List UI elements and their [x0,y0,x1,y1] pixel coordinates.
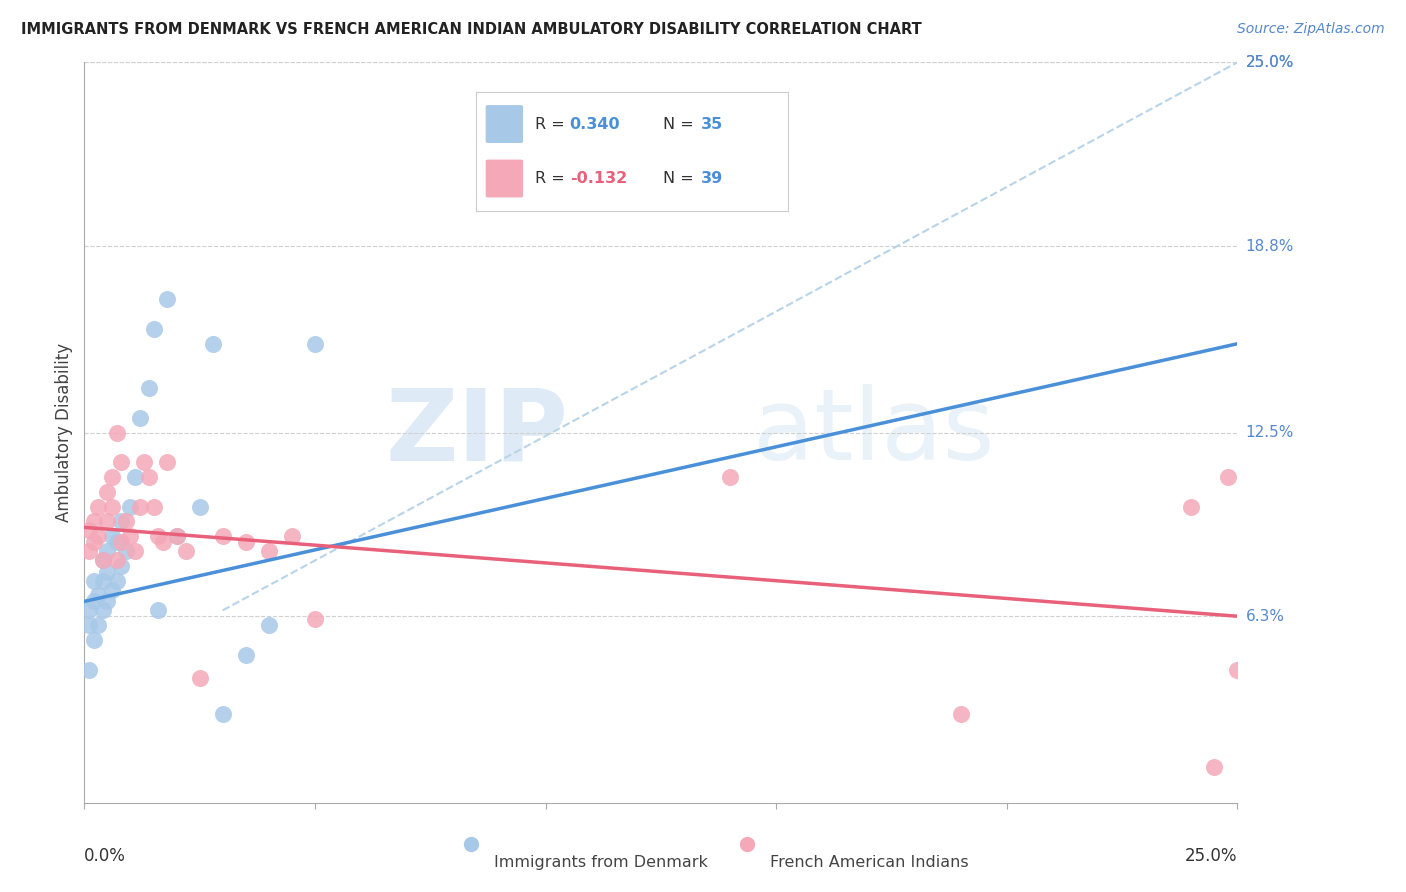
Point [110,535,132,549]
Text: 0.0%: 0.0% [84,847,127,865]
Point [174,544,197,558]
Point [718,470,741,484]
Point [142,500,165,514]
Point [101,529,124,543]
Point [211,706,233,721]
Point [101,500,124,514]
Point [91,553,114,567]
Point [146,603,169,617]
Point [77,544,100,558]
Point [91,574,114,588]
Point [138,470,160,484]
Point [146,529,169,543]
Point [166,529,188,543]
Point [152,535,174,549]
Point [77,603,100,617]
Text: 18.8%: 18.8% [1246,238,1294,253]
Point [77,663,100,677]
Point [156,455,179,469]
Point [83,574,105,588]
Point [87,618,110,632]
Point [120,529,142,543]
Point [142,322,165,336]
Point [1226,663,1249,677]
Point [949,706,972,721]
Text: 25.0%: 25.0% [1246,55,1294,70]
Point [257,544,280,558]
Point [110,515,132,529]
Point [124,544,146,558]
Point [128,410,150,425]
Text: atlas: atlas [754,384,994,481]
Point [235,648,257,662]
Point [304,336,326,351]
Point [83,515,105,529]
Text: 6.3%: 6.3% [1246,608,1285,624]
Point [128,500,150,514]
Text: 25.0%: 25.0% [1185,847,1237,865]
Point [96,515,118,529]
Point [188,500,211,514]
Point [87,529,110,543]
Point [96,565,118,579]
Point [281,529,304,543]
Point [110,558,132,573]
Text: French American Indians: French American Indians [770,855,969,870]
Point [166,529,188,543]
Point [105,553,128,567]
Point [1180,500,1202,514]
Point [83,594,105,608]
Point [83,632,105,647]
Point [120,500,142,514]
Y-axis label: Ambulatory Disability: Ambulatory Disability [55,343,73,522]
Text: IMMIGRANTS FROM DENMARK VS FRENCH AMERICAN INDIAN AMBULATORY DISABILITY CORRELAT: IMMIGRANTS FROM DENMARK VS FRENCH AMERIC… [21,22,922,37]
Point [257,618,280,632]
Text: Immigrants from Denmark: Immigrants from Denmark [494,855,707,870]
Point [211,529,233,543]
Point [87,589,110,603]
Text: Source: ZipAtlas.com: Source: ZipAtlas.com [1237,22,1385,37]
Point [77,524,100,538]
Text: 12.5%: 12.5% [1246,425,1294,440]
Point [156,293,179,307]
Point [96,484,118,499]
Point [202,336,225,351]
Point [101,582,124,597]
Point [91,553,114,567]
Point [96,594,118,608]
Point [83,535,105,549]
Point [110,455,132,469]
Text: ZIP: ZIP [385,384,568,481]
Point [124,470,146,484]
Point [115,515,138,529]
Point [105,574,128,588]
Point [101,470,124,484]
Point [235,535,257,549]
Point [105,535,128,549]
Text: 25.0%: 25.0% [1246,55,1294,70]
Point [91,603,114,617]
Point [96,544,118,558]
Point [87,500,110,514]
Point [1204,760,1226,774]
Point [77,618,100,632]
Point [134,455,156,469]
Point [115,544,138,558]
Point [304,612,326,626]
Point [138,381,160,395]
Point [1216,470,1239,484]
Point [188,672,211,686]
Point [105,425,128,440]
